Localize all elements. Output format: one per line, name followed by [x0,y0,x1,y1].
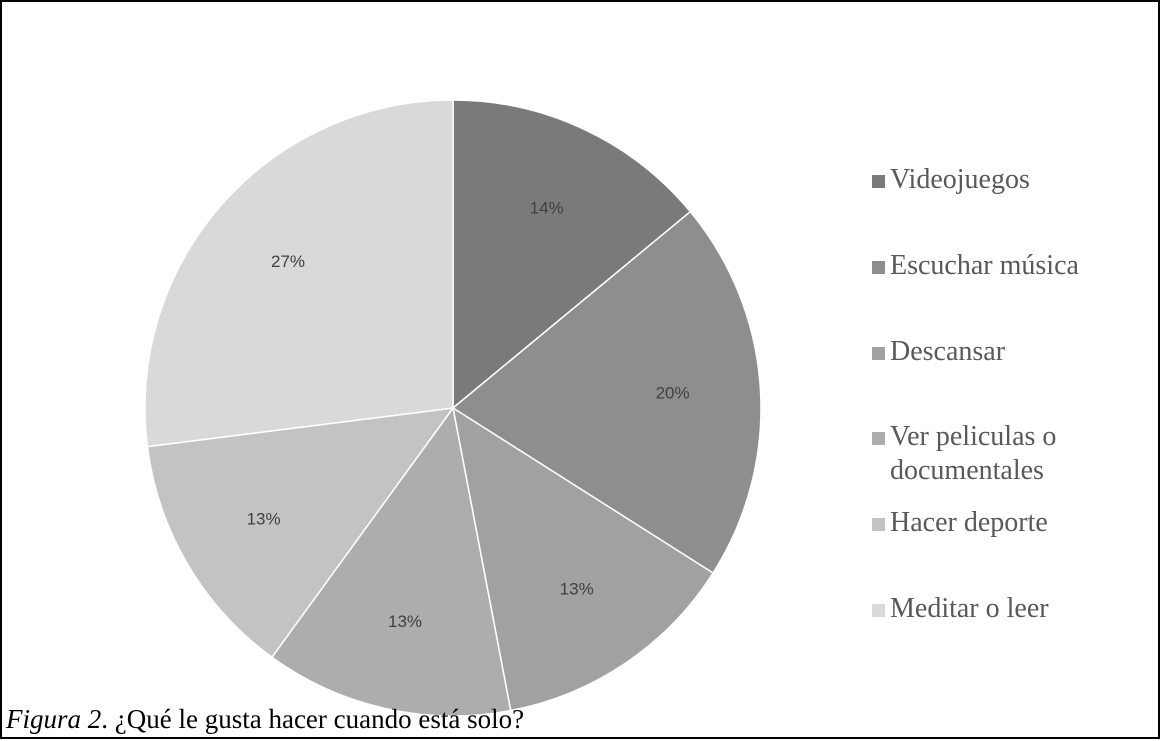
legend-item-hacer-deporte: Hacer deporte [872,506,1048,540]
pie-slice-escuchar-musica [451,210,762,575]
legend-item-meditar-o-leer: Meditar o leer [872,592,1049,626]
legend-label-escuchar-musica: Escuchar música [890,250,1079,281]
legend-label-videojuegos: Videojuegos [890,164,1030,195]
legend-item-videojuegos: Videojuegos [872,163,1030,197]
legend-swatch-meditar-o-leer [872,604,885,617]
pie-slice-videojuegos [452,99,692,410]
legend-item-ver-peliculas: Ver peliculas o documentales [872,420,1056,488]
legend-item-escuchar-musica: Escuchar música [872,249,1079,283]
data-label-meditar-o-leer: 27% [271,252,305,271]
pie-slice-meditar-o-leer [144,99,454,448]
legend-swatch-videojuegos [872,175,885,188]
legend-swatch-escuchar-musica [872,261,885,274]
data-label-escuchar-musica: 20% [656,384,690,403]
data-label-descansar: 13% [560,579,594,598]
pie-slice-hacer-deporte [146,407,455,659]
legend-swatch-ver-peliculas [872,432,885,445]
data-label-ver-peliculas-o-documentales: 13% [388,612,422,631]
figure-label: Figura 2 [6,704,102,734]
legend-label-descansar: Descansar [890,336,1006,367]
legend-swatch-descansar [872,347,885,360]
legend-label-meditar-o-leer: Meditar o leer [890,593,1049,624]
legend-item-descansar: Descansar [872,335,1005,369]
legend: Videojuegos Escuchar música Descansar Ve… [872,2,1160,702]
legend-swatch-hacer-deporte [872,518,885,531]
pie-slice-descansar [451,406,715,712]
legend-label-ver-peliculas: Ver peliculas o documentales [890,421,1057,486]
figure-caption: Figura 2. ¿Qué le gusta hacer cuando est… [6,702,524,736]
legend-label-hacer-deporte: Hacer deporte [890,507,1048,538]
data-label-videojuegos: 14% [530,198,564,217]
pie-slice-ver-peliculas-o-documentales [270,406,512,717]
data-label-hacer-deporte: 13% [247,509,281,528]
caption-text: . ¿Qué le gusta hacer cuando está solo? [101,704,525,734]
